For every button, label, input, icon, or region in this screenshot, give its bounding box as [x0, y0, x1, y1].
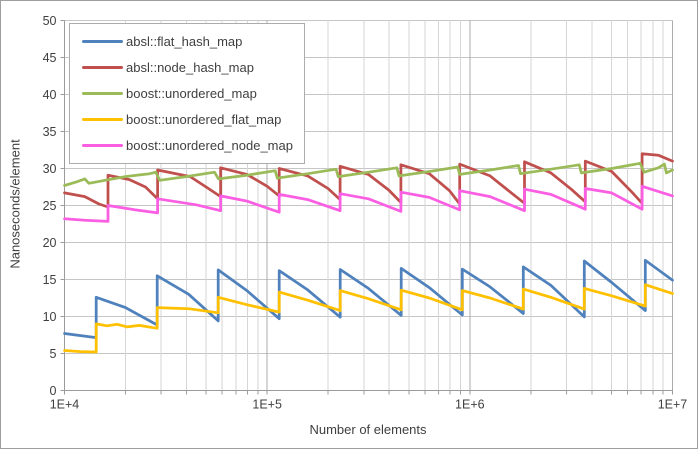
x-tick-label: 1E+7	[658, 398, 688, 412]
x-tick-label: 1E+4	[50, 398, 80, 412]
legend-item-absl-flat-hash-map: absl::flat_hash_map	[82, 34, 300, 49]
y-tick-label: 45	[43, 51, 57, 65]
legend-line-swatch	[82, 143, 123, 147]
legend-line-swatch	[82, 91, 123, 95]
series-line-boost-unordered-map	[63, 161, 674, 187]
legend: absl::flat_hash_map absl::node_hash_map …	[69, 23, 305, 164]
legend-line-swatch	[82, 40, 123, 44]
x-axis-title: Number of elements	[309, 422, 427, 437]
y-tick-label: 50	[43, 14, 57, 28]
legend-label: boost::unordered_map	[126, 85, 257, 101]
y-tick-label: 30	[43, 162, 57, 176]
y-tick-label: 35	[43, 125, 57, 139]
legend-item-absl-node-hash-map: absl::node_hash_map	[82, 60, 300, 75]
legend-item-boost-unordered-map: boost::unordered_map	[82, 86, 300, 101]
y-tick-label: 10	[43, 310, 57, 324]
series-line-boost-unordered-node-map	[63, 184, 674, 223]
y-tick-label: 20	[43, 236, 57, 250]
y-tick-label: 40	[43, 88, 57, 102]
legend-label: boost::unordered_flat_map	[126, 111, 282, 127]
x-tick-label: 1E+6	[455, 398, 485, 412]
x-tick-label: 1E+5	[252, 398, 282, 412]
legend-item-boost-unordered-flat-map: boost::unordered_flat_map	[82, 112, 300, 127]
y-tick-label: 0	[50, 384, 57, 398]
legend-line-swatch	[82, 117, 123, 121]
legend-label: boost::unordered_node_map	[126, 137, 293, 153]
legend-label: absl::flat_hash_map	[126, 34, 243, 50]
y-tick-label: 5	[50, 347, 57, 361]
y-tick-label: 25	[43, 199, 57, 213]
y-tick-label: 15	[43, 273, 57, 287]
legend-line-swatch	[82, 66, 123, 70]
legend-item-boost-unordered-node-map: boost::unordered_node_map	[82, 138, 300, 153]
legend-label: absl::node_hash_map	[126, 60, 254, 76]
series-line-boost-unordered-flat-map	[63, 283, 674, 354]
y-axis-title: Nanoseconds/element	[7, 139, 23, 269]
